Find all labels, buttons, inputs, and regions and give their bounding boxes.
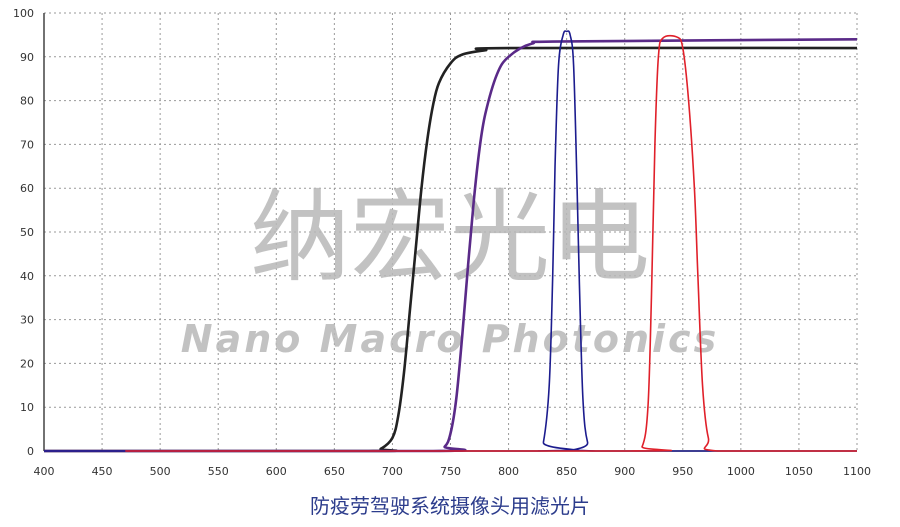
- chart-title: 防疫劳驾驶系统摄像头用滤光片: [310, 494, 590, 518]
- y-tick-label: 70: [20, 138, 34, 151]
- series-line-1: [43, 46, 858, 453]
- y-tick-label: 40: [20, 270, 34, 283]
- series-line-2: [43, 37, 858, 453]
- x-tick-label: 950: [672, 465, 693, 478]
- x-tick-label: 850: [556, 465, 577, 478]
- y-tick-label: 90: [20, 51, 34, 64]
- y-tick-label: 60: [20, 182, 34, 195]
- y-tick-label: 20: [20, 357, 34, 370]
- y-tick-label: 10: [20, 401, 34, 414]
- x-tick-label: 650: [324, 465, 345, 478]
- x-tick-label: 550: [208, 465, 229, 478]
- x-tick-label: 500: [150, 465, 171, 478]
- x-tick-label: 1050: [785, 465, 813, 478]
- tick-labels: 400 450 500 550 600 650 700 750 800 850 900 950 1000…: [13, 7, 871, 478]
- y-tick-label: 50: [20, 226, 34, 239]
- x-tick-label: 900: [614, 465, 635, 478]
- watermark: 纳宏光电 Nano Macro Photonics: [181, 179, 719, 361]
- series-line-4: [125, 34, 857, 452]
- x-tick-label: 1000: [727, 465, 755, 478]
- y-tick-label: 100: [13, 7, 34, 20]
- grid: [44, 12, 858, 451]
- x-tick-label: 800: [498, 465, 519, 478]
- x-tick-label: 450: [92, 465, 113, 478]
- watermark-cn: 纳宏光电: [250, 179, 650, 296]
- x-tick-label: 700: [382, 465, 403, 478]
- x-tick-label: 750: [440, 465, 461, 478]
- y-tick-label: 0: [27, 445, 34, 458]
- series-line-3: [43, 30, 857, 452]
- y-tick-label: 80: [20, 95, 34, 108]
- x-tick-label: 400: [34, 465, 55, 478]
- x-tick-label: 1100: [843, 465, 871, 478]
- watermark-en: Nano Macro Photonics: [181, 317, 719, 361]
- x-tick-label: 600: [266, 465, 287, 478]
- series-group: [43, 30, 858, 453]
- y-tick-label: 30: [20, 314, 34, 327]
